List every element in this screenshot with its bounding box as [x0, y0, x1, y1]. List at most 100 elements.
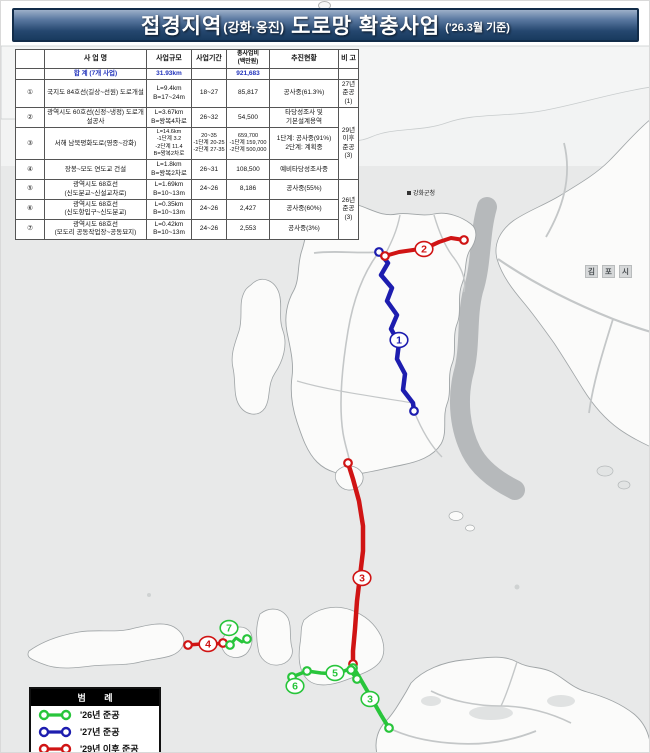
routes-layer: 1 2 3 3 4 5 6 7 [183, 235, 469, 733]
row-name: 광역시도 68호선 (신도분교~신설교차로) [44, 179, 147, 201]
row-cost: 54,500 [226, 107, 270, 129]
row-cost: 2,553 [226, 218, 270, 240]
row-period: 26~32 [191, 107, 227, 129]
route-label-number-7: 7 [226, 623, 232, 635]
total-status [269, 67, 339, 81]
row-status: 타당성조사 및 기본설계용역 [269, 107, 339, 129]
islet [514, 584, 520, 590]
urban-patch [421, 696, 441, 706]
page-title-part2: 도로망 확충사업 [291, 15, 441, 38]
road-network [296, 142, 649, 745]
table-row: ⑤ 광역시도 68호선 (신도분교~신설교차로) L=1.69km B=10~1… [15, 179, 359, 240]
route-endpoint [352, 674, 362, 684]
route-endpoint [409, 406, 419, 416]
row-cost: 108,500 [226, 159, 270, 181]
col-header-note: 비 고 [338, 49, 359, 69]
route-endpoint [225, 640, 235, 650]
total-cost: 921,683 [226, 67, 270, 81]
row-scale: L=14.6km -1단계 3.2 -2단계 11.4 B=왕복2차로 [146, 127, 192, 161]
row-scale: L=9.4km B=17~24m [146, 79, 192, 109]
col-header-period: 사업기간 [191, 49, 227, 69]
row-note-group: 26년 준공 (3) [338, 179, 359, 240]
landmass-ganghwa [285, 202, 477, 475]
table-row: ⑦ 광역시도 68호선 (모도리 공동작업장~공동묘지) L=0.42km B=… [15, 218, 359, 240]
map-legend: 범 례 '26년 준공 '27년 준공 '29년 이후 준공 [29, 687, 161, 753]
legend-line-icon [38, 709, 72, 720]
total-note [338, 67, 359, 81]
total-scale: 31.93km [146, 67, 192, 81]
route-label-number-6: 6 [292, 681, 298, 693]
col-header-no [15, 49, 45, 69]
row-status: 공사중(3%) [269, 218, 339, 240]
row-name: 광역시도 68호선 (신도항입구~신도분교) [44, 199, 147, 220]
row-note: 27년 준공 (1) [338, 79, 359, 109]
route-label-badge-1 [389, 331, 409, 349]
table-row: ③ 서해 남북평화도로(영종~강화) L=14.6km -1단계 3.2 -2단… [15, 127, 359, 161]
route-label-number-3: 3 [367, 694, 373, 706]
row-scale: L=0.35km B=10~13m [146, 199, 192, 220]
route-label-number-3: 3 [359, 573, 365, 585]
title-banner: 접경지역 (강화·옹진) 도로망 확충사업 ('26.3월 기준) [12, 8, 639, 42]
row-scale: L=0.42km B=10~13m [146, 218, 192, 240]
row-status: 1단계: 공사중(91%) 2단계: 계획중 [269, 127, 339, 161]
row-period: 18~27 [191, 79, 227, 109]
islet [147, 593, 151, 597]
row-name: 국지도 84호선(길상~선원) 도로개설 [44, 79, 147, 109]
col-header-cost: 총사업비 (백만원) [226, 49, 270, 69]
page-title-part1: 접경지역 [141, 15, 223, 38]
route-label-badge-3 [352, 569, 372, 587]
project-table: 사 업 명 사업규모 사업기간 총사업비 (백만원) 추진현황 비 고 합 계 … [15, 49, 359, 240]
route-line-3 [345, 460, 366, 667]
route-line-1 [376, 249, 417, 414]
row-scale: L=1.8km B=왕복2차로 [146, 159, 192, 181]
route-label-number-2: 2 [421, 244, 427, 256]
route-endpoint [302, 666, 312, 676]
row-name: 광역시도 60호선(신정~냉정) 도로개설공사 [44, 107, 147, 129]
row-no: ④ [15, 159, 45, 181]
city-label-char: 김 [585, 265, 598, 278]
row-cost: 8,186 [226, 179, 270, 201]
landmass-gimpo [495, 120, 649, 447]
page-title-part1-sub: (강화·옹진) [223, 20, 285, 35]
poi-label-text: 강화군청 [413, 191, 436, 197]
legend-item-label: '29년 이후 준공 [80, 744, 139, 753]
legend-item: '27년 준공 [31, 723, 159, 740]
page-title-date: ('26.3월 기준) [445, 22, 510, 34]
row-period: 20~35 -1단계 20-25 -2단계 27-35 [191, 127, 227, 161]
col-header-status: 추진현황 [269, 49, 339, 69]
route-label-badge-5 [325, 664, 345, 682]
row-status: 공사중(60%) [269, 199, 339, 220]
row-no: ② [15, 107, 45, 129]
islet [465, 524, 475, 532]
city-label-char: 시 [619, 265, 632, 278]
row-scale: L=3.67km B=왕복4차로 [146, 107, 192, 129]
row-scale: L=1.69km B=10~13m [146, 179, 192, 201]
row-name: 광역시도 68호선 (모도리 공동작업장~공동묘지) [44, 218, 147, 240]
row-no: ③ [15, 127, 45, 161]
route-label-badge-4 [198, 635, 218, 653]
route-endpoint [346, 665, 356, 675]
route-label-badge-3 [360, 690, 380, 708]
legend-item: '26년 준공 [31, 706, 159, 723]
route-label-number-4: 4 [205, 639, 211, 651]
landmass-jangbongdo [27, 623, 185, 669]
route-label-number-1: 1 [396, 335, 402, 347]
route-label-badge-7 [219, 619, 239, 637]
legend-line-icon [38, 726, 72, 737]
route-endpoint [242, 634, 252, 644]
legend-item: '29년 이후 준공 [31, 740, 159, 753]
poi-label-ganghwa-office: 강화군청 [407, 188, 435, 197]
route-endpoint [384, 723, 394, 733]
row-cost: 2,427 [226, 199, 270, 220]
row-period: 24~26 [191, 199, 227, 220]
landmass-seongmodo [231, 279, 286, 415]
landmass-sido [256, 608, 293, 666]
route-endpoint [459, 235, 469, 245]
route-endpoint [343, 458, 353, 468]
row-cost: 85,817 [226, 79, 270, 109]
row-period: 26~31 [191, 159, 227, 181]
route-label-badge-6 [285, 677, 305, 695]
legend-item-label: '27년 준공 [80, 727, 120, 737]
col-header-name: 사 업 명 [44, 49, 147, 69]
table-row: ⑥ 광역시도 68호선 (신도항입구~신도분교) L=0.35km B=10~1… [15, 199, 359, 220]
